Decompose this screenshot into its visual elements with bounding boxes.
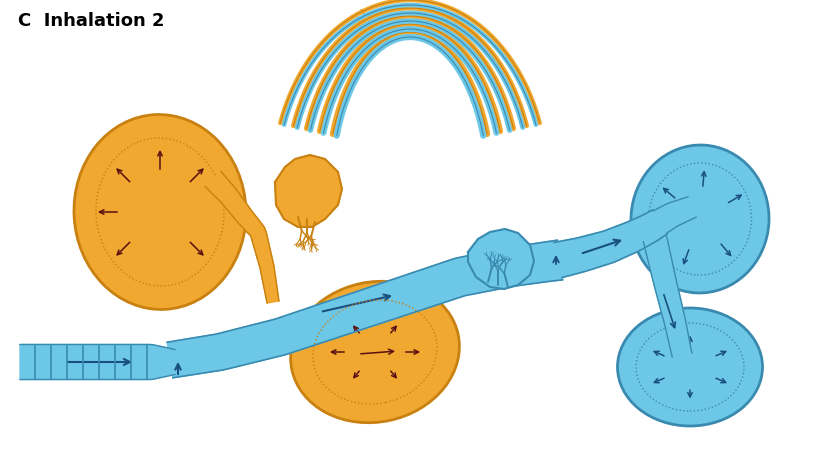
- Ellipse shape: [631, 145, 769, 293]
- Text: C  Inhalation 2: C Inhalation 2: [18, 12, 165, 30]
- Polygon shape: [205, 171, 279, 303]
- Polygon shape: [653, 197, 696, 233]
- Ellipse shape: [291, 281, 460, 423]
- Polygon shape: [643, 236, 691, 357]
- Polygon shape: [275, 155, 342, 227]
- Polygon shape: [468, 229, 534, 289]
- Polygon shape: [554, 210, 667, 277]
- Polygon shape: [20, 345, 175, 380]
- Ellipse shape: [617, 308, 763, 426]
- Polygon shape: [167, 240, 563, 378]
- Ellipse shape: [74, 114, 246, 310]
